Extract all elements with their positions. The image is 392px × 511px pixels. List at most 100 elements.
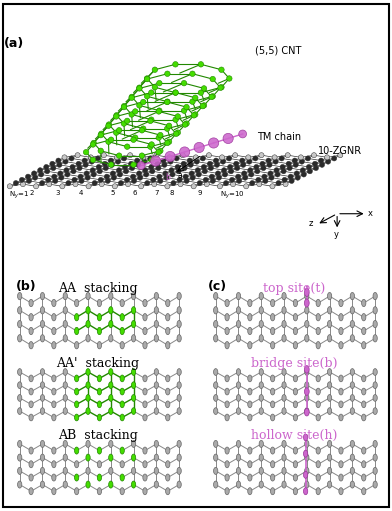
Circle shape (270, 314, 275, 321)
Circle shape (148, 118, 153, 124)
Circle shape (109, 162, 114, 168)
Circle shape (373, 368, 377, 376)
Circle shape (200, 156, 205, 161)
Circle shape (102, 161, 107, 167)
Circle shape (63, 368, 67, 376)
Circle shape (259, 394, 263, 401)
Circle shape (227, 165, 233, 170)
Circle shape (225, 414, 229, 421)
Circle shape (225, 474, 229, 481)
Circle shape (60, 184, 65, 189)
Circle shape (255, 169, 260, 174)
Circle shape (350, 368, 354, 376)
Circle shape (248, 461, 252, 468)
Text: hollow site(h): hollow site(h) (251, 429, 337, 442)
Circle shape (225, 341, 229, 349)
Circle shape (29, 328, 33, 335)
Circle shape (248, 474, 252, 481)
Circle shape (196, 172, 201, 177)
Circle shape (52, 447, 56, 454)
Text: y: y (334, 230, 339, 239)
Circle shape (131, 335, 136, 342)
Circle shape (300, 168, 305, 173)
Circle shape (339, 375, 343, 382)
Circle shape (77, 166, 82, 171)
Circle shape (221, 168, 227, 173)
Circle shape (74, 328, 79, 335)
Circle shape (141, 99, 146, 105)
Circle shape (52, 299, 56, 307)
Circle shape (288, 174, 293, 179)
Circle shape (40, 335, 45, 342)
Circle shape (149, 165, 154, 170)
Circle shape (166, 123, 172, 129)
Circle shape (151, 156, 161, 166)
Circle shape (192, 95, 198, 101)
Circle shape (156, 109, 162, 114)
Circle shape (165, 140, 170, 146)
Circle shape (45, 169, 50, 174)
Circle shape (106, 123, 111, 129)
Circle shape (195, 168, 200, 173)
Circle shape (131, 178, 136, 183)
Circle shape (137, 85, 142, 90)
Circle shape (69, 156, 74, 161)
Circle shape (282, 335, 286, 342)
Circle shape (158, 132, 163, 138)
Circle shape (143, 474, 147, 481)
Circle shape (44, 165, 49, 170)
Circle shape (350, 382, 354, 388)
Circle shape (248, 328, 252, 335)
Circle shape (154, 454, 158, 461)
Circle shape (63, 320, 67, 328)
Circle shape (165, 99, 170, 104)
Circle shape (259, 454, 263, 461)
Circle shape (184, 104, 189, 110)
Text: 4: 4 (79, 190, 83, 196)
Circle shape (266, 158, 271, 163)
Circle shape (276, 180, 281, 185)
Circle shape (52, 474, 56, 481)
Circle shape (305, 394, 309, 401)
Circle shape (109, 335, 113, 342)
Circle shape (209, 174, 214, 179)
Circle shape (249, 172, 254, 177)
Circle shape (108, 137, 114, 143)
Circle shape (79, 178, 84, 183)
Circle shape (162, 162, 167, 168)
Circle shape (311, 153, 317, 158)
Circle shape (73, 181, 78, 187)
Circle shape (197, 180, 202, 185)
Circle shape (361, 487, 366, 495)
Circle shape (248, 447, 252, 454)
Circle shape (305, 307, 309, 314)
Circle shape (74, 461, 79, 468)
Circle shape (161, 158, 166, 163)
Circle shape (339, 401, 343, 408)
Circle shape (92, 180, 97, 185)
Circle shape (97, 341, 102, 349)
Circle shape (120, 461, 124, 468)
Circle shape (225, 299, 229, 307)
Circle shape (29, 314, 33, 321)
Circle shape (236, 454, 241, 461)
Text: 5: 5 (111, 190, 115, 196)
Circle shape (120, 388, 124, 395)
Text: 6: 6 (132, 190, 136, 196)
Circle shape (131, 368, 136, 376)
Circle shape (63, 307, 67, 314)
Circle shape (139, 128, 145, 133)
Circle shape (131, 481, 136, 488)
Circle shape (97, 474, 102, 481)
Circle shape (120, 299, 124, 307)
Circle shape (163, 171, 168, 176)
Circle shape (97, 299, 102, 307)
Circle shape (52, 174, 57, 179)
Circle shape (177, 320, 181, 328)
Circle shape (259, 292, 263, 300)
Circle shape (236, 408, 241, 414)
Circle shape (282, 440, 286, 448)
Circle shape (115, 159, 121, 164)
Circle shape (292, 158, 298, 163)
Circle shape (201, 86, 207, 91)
